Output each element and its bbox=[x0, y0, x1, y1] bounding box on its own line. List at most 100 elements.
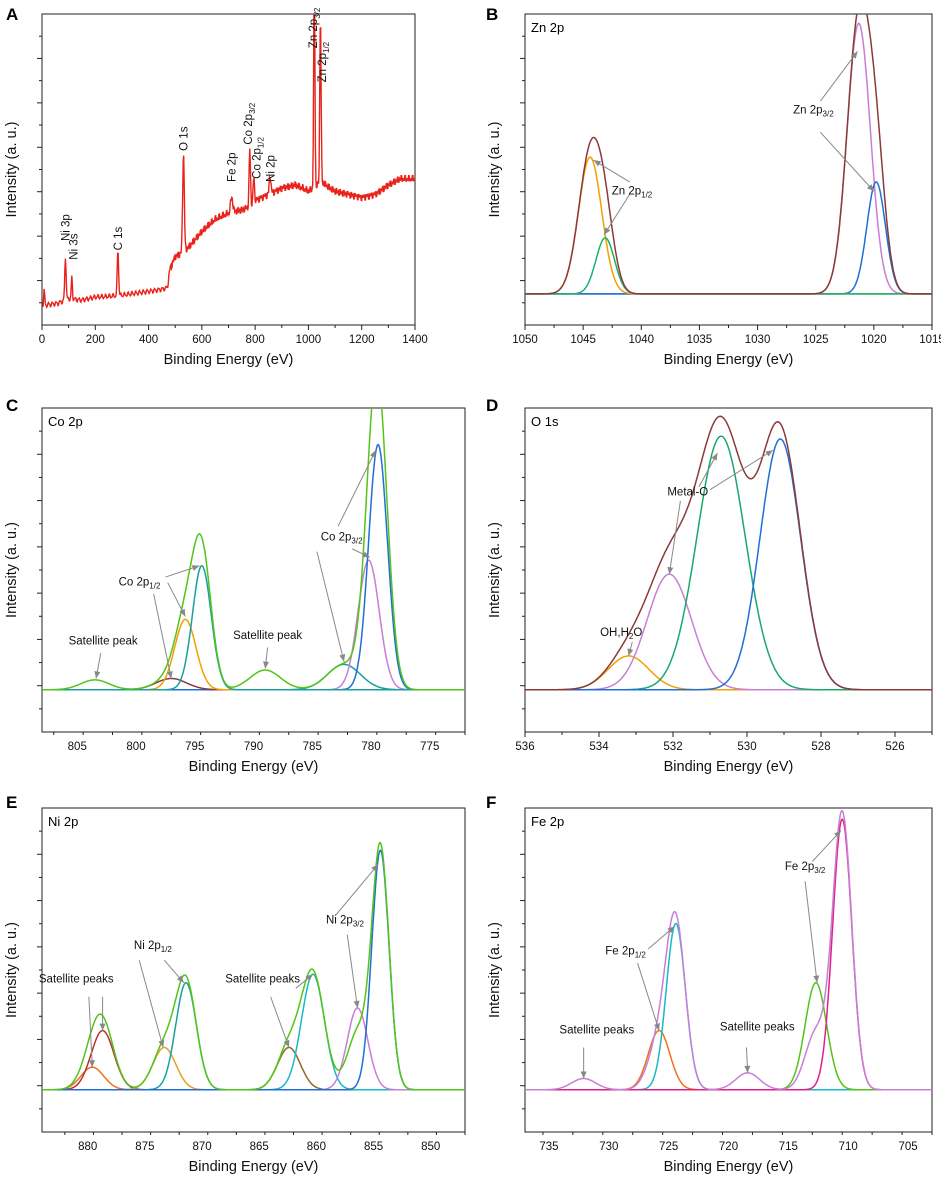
plot-frame bbox=[41, 807, 466, 1133]
annotation-arrow bbox=[337, 450, 377, 527]
series-survey bbox=[42, 14, 415, 309]
plot-area bbox=[42, 408, 465, 691]
x-tick-label: 705 bbox=[898, 1141, 917, 1153]
x-tick-label: 800 bbox=[246, 334, 265, 346]
x-tick-label: 528 bbox=[811, 741, 830, 753]
peak-label: Co 2p1/2 bbox=[119, 576, 161, 590]
x-tick-label: 0 bbox=[39, 334, 45, 346]
series-ni-2p1-2-main bbox=[42, 981, 465, 1091]
annotation-arrow bbox=[263, 647, 270, 669]
annotation-arrow bbox=[316, 551, 346, 662]
peak-label: Satellite peaks bbox=[225, 974, 300, 986]
x-tick-label: 780 bbox=[361, 741, 380, 753]
y-axis-label: Intensity (a. u.) bbox=[487, 922, 503, 1018]
x-tick-label: 720 bbox=[719, 1141, 738, 1153]
plot-area bbox=[525, 809, 932, 1091]
x-tick-label: 536 bbox=[515, 741, 534, 753]
peak-label: Zn 2p3/2 bbox=[793, 105, 834, 119]
peak-label: Satellite peaks bbox=[39, 974, 114, 986]
annotation-arrow bbox=[163, 959, 185, 984]
series-oh bbox=[525, 573, 932, 691]
plot-area bbox=[42, 841, 465, 1091]
peak-label: Ni 2p bbox=[266, 155, 278, 182]
x-tick-label: 1025 bbox=[803, 334, 829, 346]
peak-label: Co 2p3/2 bbox=[321, 531, 363, 545]
annotation-arrow bbox=[153, 593, 173, 679]
panel-title: Zn 2p bbox=[531, 20, 564, 35]
x-tick-label: 400 bbox=[139, 334, 158, 346]
panel-letter: C bbox=[6, 396, 18, 415]
x-axis-label: Binding Energy (eV) bbox=[189, 1159, 319, 1175]
peak-label: OH,H2O bbox=[600, 627, 642, 641]
annotation-arrow bbox=[88, 996, 95, 1068]
plot-area bbox=[42, 14, 415, 309]
peak-label: Fe 2p1/2 bbox=[605, 946, 646, 960]
annotation-arrow bbox=[580, 1047, 587, 1079]
series-sat-2p1-2-b bbox=[42, 1029, 465, 1091]
x-tick-label: 530 bbox=[737, 741, 756, 753]
annotation-arrow bbox=[270, 996, 290, 1048]
x-tick-label: 880 bbox=[78, 1141, 97, 1153]
peak-label: Co 2p3/2 bbox=[243, 102, 257, 144]
series-ni-2p1-2-b bbox=[42, 1046, 465, 1091]
series-ni-2p3-2-main bbox=[42, 849, 465, 1091]
annotation-arrow bbox=[167, 582, 186, 617]
peak-label: Satellite peak bbox=[69, 636, 138, 648]
series-co-2p1-2-main bbox=[42, 565, 465, 691]
annotation-arrow bbox=[819, 51, 858, 102]
panel-E: E Ni 2p 880 875 870 865 860 855 850 Binding Energ… bbox=[4, 793, 466, 1175]
panel-letter: E bbox=[6, 793, 17, 812]
series-fe-2p1-2-b bbox=[525, 1029, 932, 1091]
panel-letter: A bbox=[6, 5, 18, 24]
y-axis-label: Intensity (a. u.) bbox=[4, 522, 20, 618]
x-tick-label: 1045 bbox=[570, 334, 596, 346]
x-tick-label: 870 bbox=[192, 1141, 211, 1153]
x-tick-label: 1400 bbox=[402, 334, 428, 346]
x-tick-label: 805 bbox=[68, 741, 87, 753]
peak-label: Fe 2p3/2 bbox=[785, 861, 826, 875]
peak-label: Ni 2p1/2 bbox=[134, 940, 173, 954]
x-tick-label: 860 bbox=[307, 1141, 326, 1153]
peak-label: Zn 2p3/2 bbox=[308, 7, 322, 48]
series-zn-2p3-2-minor bbox=[525, 181, 932, 295]
x-tick-label: 532 bbox=[663, 741, 682, 753]
annotation-arrow bbox=[335, 864, 379, 916]
x-tick-label: 534 bbox=[589, 741, 609, 753]
panel-A: A 0 200 400 600 800 1000 1200 1400 Binding Energy… bbox=[4, 5, 428, 368]
annotation-arrow bbox=[667, 500, 681, 575]
x-tick-label: 785 bbox=[303, 741, 322, 753]
series-zn-2p1-2-main bbox=[525, 156, 932, 295]
peak-label: Co 2p1/2 bbox=[251, 136, 265, 178]
y-axis-label: Intensity (a. u.) bbox=[487, 522, 503, 618]
peak-label: Metal-O bbox=[667, 486, 708, 498]
series-envelope bbox=[525, 14, 932, 295]
x-tick-label: 600 bbox=[192, 334, 211, 346]
x-tick-label: 1015 bbox=[919, 334, 941, 346]
annotation-arrow bbox=[351, 548, 371, 558]
y-axis-label: Intensity (a. u.) bbox=[487, 122, 503, 218]
annotation-arrow bbox=[819, 131, 875, 192]
plot-area bbox=[525, 415, 932, 691]
panel-letter: B bbox=[486, 5, 498, 24]
annotation-arrow bbox=[647, 925, 675, 950]
x-tick-label: 855 bbox=[364, 1141, 383, 1153]
panel-title: O 1s bbox=[531, 414, 559, 429]
panel-title: Fe 2p bbox=[531, 814, 564, 829]
annotation-arrow bbox=[698, 452, 718, 488]
x-axis-label: Binding Energy (eV) bbox=[664, 759, 794, 775]
y-axis-label: Intensity (a. u.) bbox=[4, 122, 20, 218]
panel-F: F Fe 2p 735 730 725 720 715 710 705 Binding Energ… bbox=[486, 793, 933, 1175]
series-co-2p3-2-b bbox=[42, 559, 465, 691]
peak-label: Ni 2p3/2 bbox=[326, 915, 365, 929]
panel-letter: F bbox=[486, 793, 496, 812]
series-envelope bbox=[525, 809, 932, 1091]
x-tick-label: 875 bbox=[135, 1141, 154, 1153]
x-tick-label: 1200 bbox=[349, 334, 375, 346]
annotation-arrow bbox=[346, 934, 360, 1009]
annotation-arrow bbox=[99, 996, 106, 1031]
plot-frame bbox=[524, 807, 933, 1133]
panel-title: Ni 2p bbox=[48, 814, 78, 829]
peak-label: C 1s bbox=[113, 226, 125, 250]
